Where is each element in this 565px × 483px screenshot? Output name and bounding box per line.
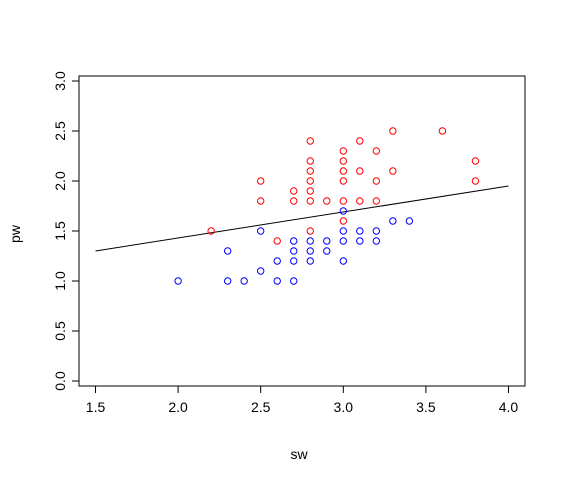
data-point-series-2 [290, 237, 298, 245]
data-point-series-2 [356, 237, 364, 245]
data-point-series-1 [372, 147, 381, 155]
data-point-series-2 [290, 257, 298, 265]
x-tick-label: 1.5 [86, 399, 106, 415]
data-point-series-1 [257, 197, 265, 205]
data-point-series-2 [372, 227, 381, 235]
data-point-series-2 [290, 247, 298, 255]
data-point-series-2 [323, 247, 331, 255]
data-point-series-1 [339, 157, 347, 165]
x-tick-label: 4.0 [499, 399, 519, 415]
data-point-series-2 [306, 247, 314, 255]
data-point-series-1 [306, 167, 314, 175]
data-point-series-1 [306, 187, 314, 195]
data-point-series-1 [471, 177, 480, 185]
data-point-series-1 [323, 197, 331, 205]
data-point-series-1 [290, 197, 298, 205]
data-point-series-2 [339, 227, 347, 235]
regression-line [95, 185, 509, 252]
y-tick-label: 0.0 [52, 371, 68, 391]
data-point-series-2 [339, 257, 347, 265]
x-tick-label: 3.5 [416, 399, 436, 415]
data-point-series-2 [240, 277, 248, 285]
data-point-series-1 [207, 227, 215, 235]
data-point-series-2 [372, 237, 381, 245]
data-point-series-2 [405, 217, 414, 225]
points-layer [174, 127, 480, 285]
x-tick-label: 2.0 [168, 399, 188, 415]
data-point-series-1 [438, 127, 447, 135]
data-point-series-1 [372, 177, 381, 185]
data-point-series-1 [372, 197, 381, 205]
data-point-series-2 [273, 257, 281, 265]
y-tick-label: 0.5 [52, 321, 68, 341]
data-point-series-2 [306, 257, 314, 265]
data-point-series-2 [290, 277, 298, 285]
data-point-series-2 [257, 227, 265, 235]
data-point-series-1 [339, 167, 347, 175]
data-point-series-1 [306, 197, 314, 205]
regression-line-layer [95, 185, 509, 252]
data-point-series-2 [306, 237, 314, 245]
data-point-series-1 [339, 147, 347, 155]
data-point-series-1 [356, 197, 364, 205]
data-point-series-2 [223, 277, 232, 285]
data-point-series-1 [339, 217, 347, 225]
data-point-series-1 [339, 197, 347, 205]
y-tick-label: 1.0 [52, 271, 68, 291]
data-point-series-2 [339, 207, 347, 215]
data-point-series-1 [306, 157, 314, 165]
data-point-series-2 [174, 277, 182, 285]
data-point-series-1 [290, 187, 298, 195]
data-point-series-2 [389, 217, 397, 225]
x-tick-label: 2.5 [251, 399, 271, 415]
y-axis: 0.0 0.5 1.0 1.5 2.0 2.5 3.0 [52, 71, 80, 391]
y-tick-label: 3.0 [52, 71, 68, 91]
x-axis: 1.5 2.0 2.5 3.0 3.5 4.0 [86, 385, 519, 415]
data-point-series-1 [306, 177, 314, 185]
data-point-series-1 [306, 227, 314, 235]
data-point-series-1 [273, 237, 281, 245]
data-point-series-2 [323, 237, 331, 245]
y-tick-label: 2.5 [52, 121, 68, 141]
y-axis-label: pw [7, 224, 23, 243]
data-point-series-2 [273, 277, 281, 285]
data-point-series-2 [339, 237, 347, 245]
data-point-series-1 [389, 167, 397, 175]
x-axis-label: sw [290, 446, 308, 462]
data-point-series-2 [356, 227, 364, 235]
data-point-series-1 [339, 177, 347, 185]
data-point-series-1 [356, 167, 364, 175]
data-point-series-1 [306, 137, 314, 145]
data-point-series-1 [257, 177, 265, 185]
y-tick-label: 2.0 [52, 171, 68, 191]
data-point-series-2 [257, 267, 265, 275]
x-tick-label: 3.0 [334, 399, 354, 415]
y-tick-label: 1.5 [52, 221, 68, 241]
data-point-series-1 [356, 137, 364, 145]
data-point-series-1 [389, 127, 397, 135]
data-point-series-1 [471, 157, 480, 165]
data-point-series-2 [223, 247, 232, 255]
